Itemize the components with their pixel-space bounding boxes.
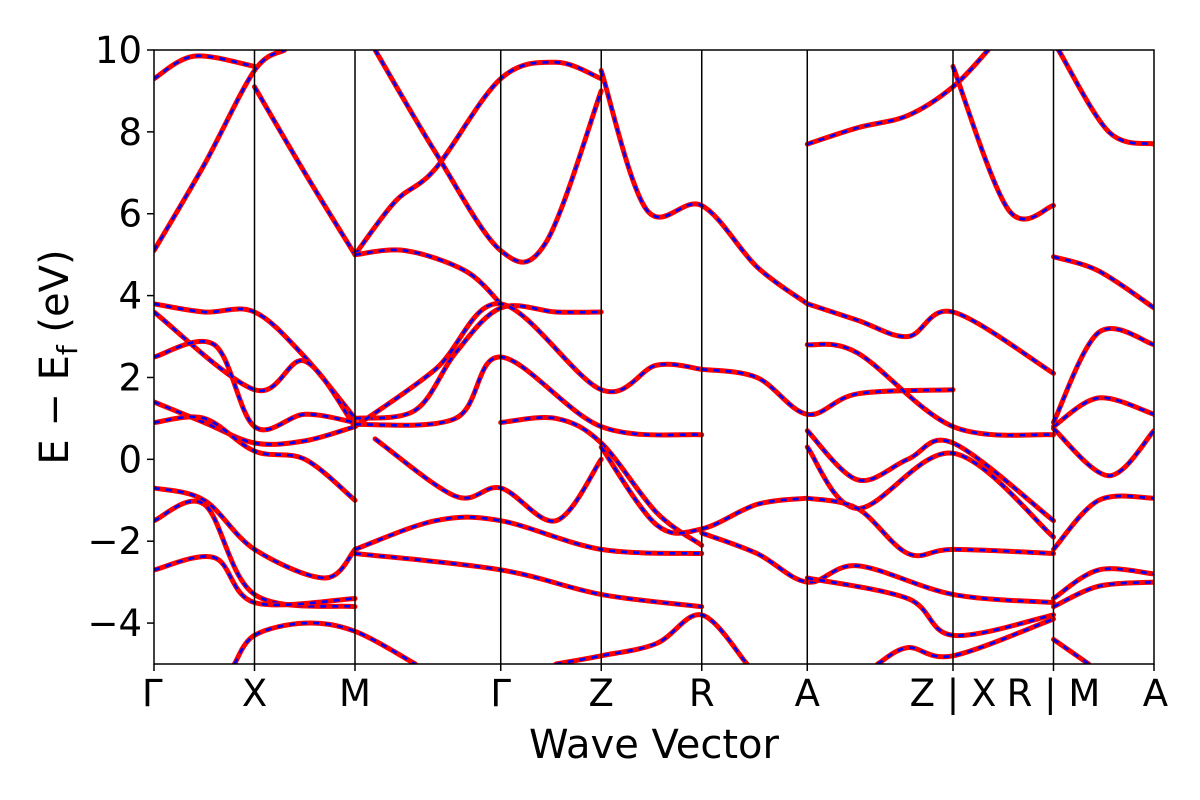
x-tick-label: A	[795, 672, 820, 715]
band-line-20	[372, 436, 604, 524]
band-line-dashed-17	[354, 304, 602, 420]
band-line-28	[804, 495, 1056, 559]
band-line-6	[372, 50, 604, 265]
band-line-36	[352, 514, 705, 556]
band-line-dashed-30	[1052, 327, 1154, 424]
band-line-22	[598, 444, 810, 536]
band-line-dashed-43	[555, 613, 748, 664]
y-tick-label: 10	[95, 29, 142, 72]
band-line-23	[699, 366, 956, 417]
band-line-dashed-9	[951, 65, 1054, 221]
band-line-38	[699, 530, 1056, 606]
band-lines	[154, 50, 1154, 664]
x-tick-label: Γ	[142, 672, 163, 715]
band-line-dashed-40	[1052, 567, 1154, 600]
y-tick-label: 0	[118, 438, 142, 481]
band-line-10	[1056, 50, 1154, 147]
band-line-dashed-25	[807, 342, 1054, 437]
band-line-dashed-4	[353, 60, 602, 256]
y-axis-title-subscript: f	[51, 344, 84, 355]
band-line-dashed-18	[354, 302, 702, 428]
band-line-dashed-37	[354, 552, 702, 608]
band-line-37	[352, 551, 705, 610]
band-line-dashed-20	[374, 437, 603, 523]
band-line-42	[231, 620, 418, 664]
band-line-dashed-35	[154, 555, 356, 607]
band-line-8	[804, 50, 991, 147]
band-line-dashed-13	[154, 310, 357, 428]
x-axis-title: Wave Vector	[529, 722, 780, 768]
band-line-dashed-22	[600, 446, 808, 535]
y-axis-title: E − Ef (eV)	[32, 249, 84, 464]
x-tick-label: A	[1143, 672, 1168, 715]
y-tick-label: −4	[87, 602, 142, 645]
band-line-dashed-28	[807, 496, 1054, 558]
x-tick-label: X	[242, 672, 267, 715]
band-line-32	[1051, 493, 1154, 552]
y-tick-label: −2	[87, 520, 142, 563]
band-line-dashed-44	[876, 617, 1054, 664]
band-line-3	[154, 50, 288, 254]
band-line-dashed-24	[806, 302, 1055, 375]
band-line-44	[875, 616, 1056, 664]
band-line-dashed-10	[1057, 50, 1154, 146]
band-line-dashed-27	[806, 446, 1055, 539]
band-line-dashed-45	[1052, 638, 1090, 664]
x-tick-label: Z | X	[910, 672, 997, 715]
band-line-dashed-14	[154, 340, 356, 432]
band-line-dashed-21	[500, 416, 703, 547]
band-line-7	[598, 68, 810, 307]
band-line-dashed-6	[373, 50, 603, 264]
band-line-5	[352, 247, 504, 307]
band-line-dashed-26	[806, 429, 1055, 522]
band-line-dashed-11	[1053, 255, 1154, 309]
band-line-dashed-36	[354, 515, 702, 555]
band-line-29	[1051, 395, 1154, 430]
band-line-dashed-39	[807, 576, 1054, 637]
x-tick-label: R	[689, 672, 715, 715]
band-line-43	[553, 612, 750, 664]
band-line-24	[804, 301, 1056, 376]
band-line-1	[154, 53, 257, 82]
plot-frame	[153, 49, 1155, 665]
y-axis-title-main: E − E	[32, 355, 78, 465]
y-axis-ticks: −4 −2 0 2 4 6 8 10	[87, 29, 154, 645]
band-line-dashed-3	[154, 50, 286, 252]
y-tick-label: 4	[118, 275, 142, 318]
y-tick-label: 2	[118, 356, 142, 399]
y-tick-label: 8	[118, 111, 142, 154]
y-axis-title-unit: (eV)	[32, 249, 78, 345]
band-line-dashed-41	[1052, 580, 1154, 608]
high-symmetry-lines	[253, 50, 1055, 664]
x-tick-label: R | M	[1007, 672, 1101, 715]
band-line-dashed-34	[154, 499, 356, 608]
band-line-dashed-32	[1052, 494, 1154, 551]
band-line-11	[1051, 254, 1154, 311]
band-line-dashed-2	[253, 86, 357, 256]
x-tick-label: M	[339, 672, 371, 715]
band-line-9	[950, 63, 1056, 222]
y-tick-label: 6	[118, 193, 142, 236]
band-line-dashed-42	[233, 621, 416, 664]
band-line-26	[804, 428, 1056, 524]
x-tick-label: Γ	[490, 672, 511, 715]
band-line-dashed-29	[1052, 396, 1154, 428]
band-line-dashed-7	[599, 70, 809, 305]
band-line-dashed-31	[1052, 427, 1154, 478]
x-tick-label: Z	[589, 672, 614, 715]
